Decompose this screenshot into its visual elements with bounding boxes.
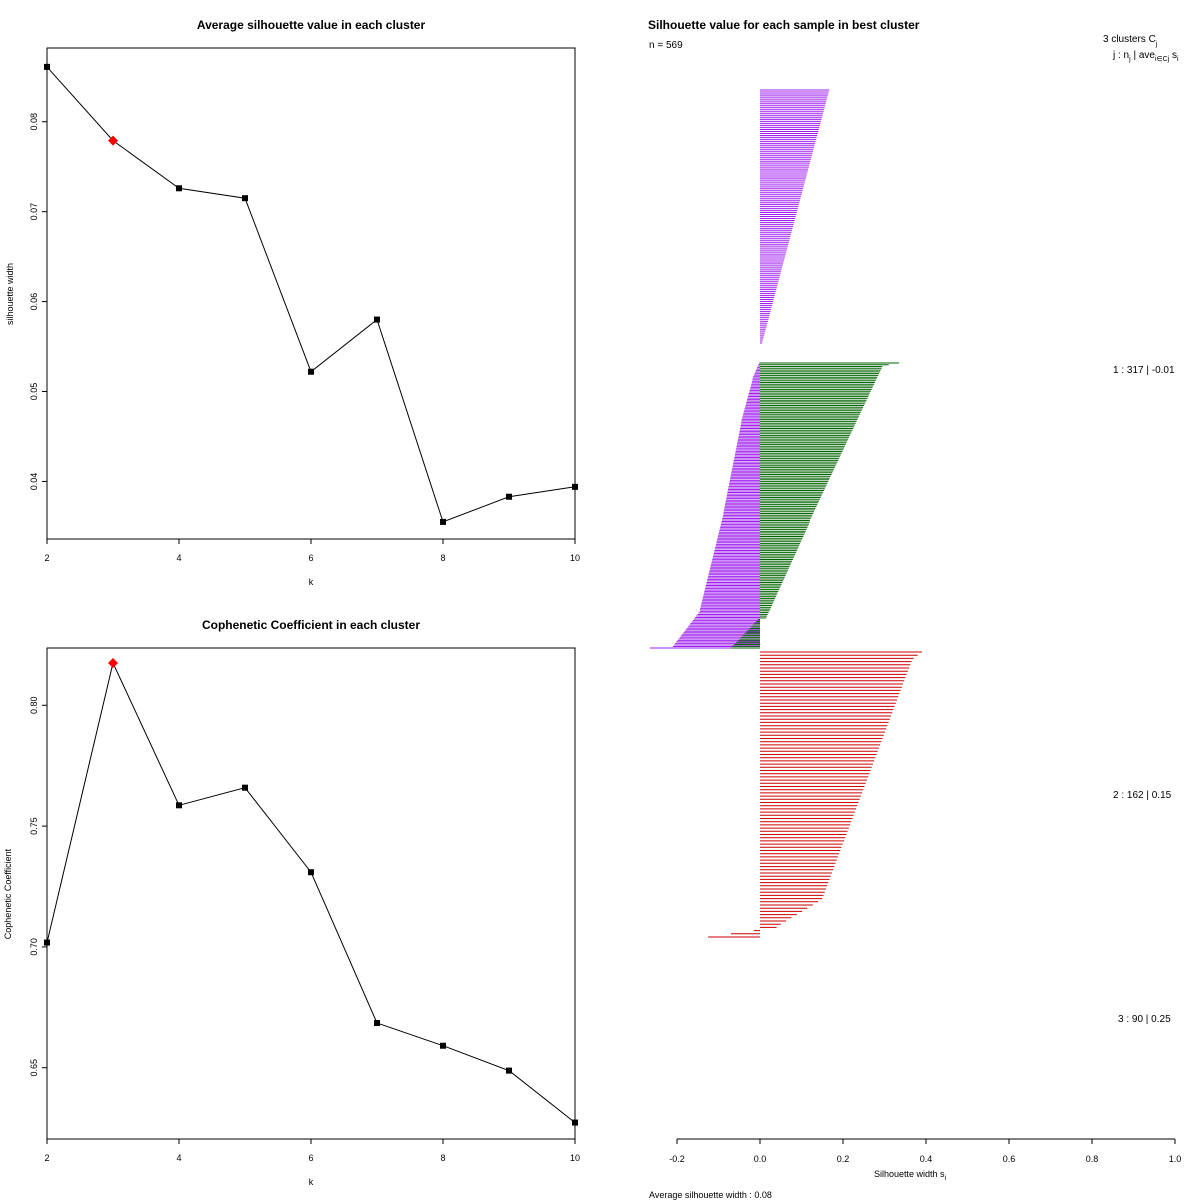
header-sub2a: j	[1128, 56, 1131, 63]
y-tick-label: 0.65	[29, 1059, 39, 1077]
cophenetic-marks: 2 4 6 8 10 0.65 0.70 0.75 0.80	[29, 657, 580, 1163]
header-line2: j : n	[1112, 50, 1129, 61]
y-tick-label: 0.05	[29, 383, 39, 401]
silhouette-bars-plot: Silhouette value for each sample in best…	[648, 18, 1181, 1200]
header-sub2b: i∈Cj	[1155, 56, 1170, 63]
silhouette-x-tick-label: 0.8	[1086, 1154, 1099, 1164]
cluster-1-summary: 1 : 317 | -0.01	[1113, 365, 1175, 376]
silhouette-avg-frame	[46, 47, 576, 540]
y-tick-label: 0.80	[29, 697, 39, 715]
data-point	[440, 518, 446, 525]
x-tick-label: 6	[308, 1153, 313, 1163]
sample-count-label: n = 569	[649, 40, 683, 51]
data-point	[572, 483, 578, 490]
x-tick-label: 8	[440, 1153, 445, 1163]
x-tick-label: 8	[440, 553, 445, 563]
data-point	[308, 869, 314, 876]
data-point	[506, 1067, 512, 1074]
silhouette-xlabel-sub: i	[944, 1175, 946, 1182]
silhouette-x-tick-label: 0.6	[1003, 1154, 1016, 1164]
cluster-legend-header: 3 clusters Cj j : nj | avei∈Cj si	[1103, 34, 1179, 63]
data-point	[242, 784, 248, 791]
data-point	[440, 1042, 446, 1049]
header-line1: 3 clusters C	[1103, 34, 1156, 45]
x-tick-label: 4	[176, 553, 181, 563]
data-point	[374, 316, 380, 323]
x-tick-label: 10	[570, 553, 580, 563]
best-k-point	[108, 657, 118, 668]
cluster-2-summary: 2 : 162 | 0.15	[1113, 790, 1172, 801]
silhouette-x-tick-label: 1.0	[1169, 1154, 1182, 1164]
silhouette-avg-ylabel: silhouette width	[5, 263, 15, 325]
header-sub2c: i	[1177, 56, 1179, 63]
silhouette-x-tick-label: 0.4	[920, 1154, 933, 1164]
header-mid2: | ave	[1131, 50, 1156, 61]
silhouette-bars-title: Silhouette value for each sample in best…	[648, 18, 920, 32]
header-end2: s	[1169, 50, 1177, 61]
silhouette-x-tick-label: 0.2	[837, 1154, 850, 1164]
silhouette-avg-marks: 2 4 6 8 10 0.04 0.05 0.06 0.07 0.08	[29, 63, 580, 563]
cophenetic-ylabel: Cophenetic Coefficient	[3, 848, 13, 939]
data-point	[374, 1020, 380, 1027]
y-tick-label: 0.06	[29, 293, 39, 311]
data-point	[44, 939, 50, 946]
data-point	[176, 802, 182, 809]
silhouette-x-ticks: -0.2 0.0 0.2 0.4 0.6 0.8 1.0	[669, 1139, 1181, 1164]
data-point	[572, 1119, 578, 1126]
data-point	[176, 185, 182, 192]
x-tick-label: 4	[176, 1153, 181, 1163]
cophenetic-plot: Cophenetic Coefficient in each cluster k…	[3, 618, 580, 1187]
data-point	[506, 493, 512, 500]
silhouette-bars	[650, 89, 922, 938]
svg-text:3 clusters Cj: 3 clusters Cj	[1103, 34, 1158, 48]
x-tick-label: 2	[44, 553, 49, 563]
silhouette-avg-xlabel: k	[309, 577, 314, 587]
silhouette-avg-plot: Average silhouette value in each cluster…	[5, 18, 580, 587]
series-line	[46, 66, 576, 523]
x-tick-label: 6	[308, 553, 313, 563]
svg-text:j : nj | avei∈Cj si: j : nj | avei∈Cj si	[1112, 50, 1179, 63]
y-tick-label: 0.70	[29, 938, 39, 956]
y-tick-label: 0.04	[29, 473, 39, 491]
y-tick-label: 0.75	[29, 817, 39, 835]
header-sub1: j	[1155, 41, 1158, 48]
data-point	[44, 63, 50, 70]
data-point	[242, 195, 248, 202]
x-tick-label: 10	[570, 1153, 580, 1163]
cophenetic-xlabel: k	[309, 1177, 314, 1187]
x-tick-label: 2	[44, 1153, 49, 1163]
y-tick-label: 0.08	[29, 113, 39, 131]
silhouette-avg-title: Average silhouette value in each cluster	[197, 18, 426, 32]
svg-text:Silhouette width si: Silhouette width si	[874, 1169, 947, 1182]
y-tick-label: 0.07	[29, 203, 39, 221]
silhouette-x-tick-label: -0.2	[669, 1154, 685, 1164]
silhouette-xlabel: Silhouette width s	[874, 1169, 945, 1179]
series-line	[46, 661, 576, 1123]
best-k-point	[108, 135, 118, 146]
cluster-3-summary: 3 : 90 | 0.25	[1118, 1014, 1171, 1025]
cophenetic-title: Cophenetic Coefficient in each cluster	[202, 618, 420, 632]
data-point	[308, 368, 314, 375]
average-silhouette-footer: Average silhouette width : 0.08	[649, 1190, 772, 1200]
silhouette-x-tick-label: 0.0	[754, 1154, 767, 1164]
